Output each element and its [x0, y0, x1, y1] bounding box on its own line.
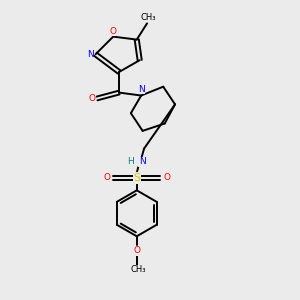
Text: N: N	[139, 157, 145, 166]
Text: O: O	[103, 173, 110, 182]
Text: H: H	[127, 157, 134, 166]
Text: O: O	[110, 27, 117, 36]
Text: N: N	[138, 85, 145, 94]
Text: O: O	[163, 173, 170, 182]
Text: N: N	[87, 50, 94, 59]
Text: O: O	[133, 247, 140, 256]
Text: S: S	[133, 173, 140, 183]
Text: CH₃: CH₃	[141, 13, 156, 22]
Text: CH₃: CH₃	[130, 265, 146, 274]
Text: O: O	[88, 94, 95, 103]
